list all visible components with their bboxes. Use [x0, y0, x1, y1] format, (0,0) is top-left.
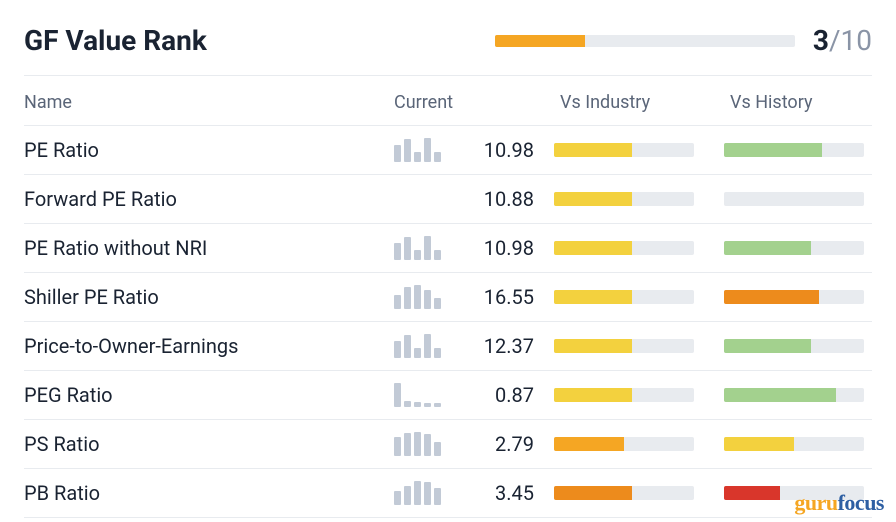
sparkline-icon: [394, 285, 444, 309]
vs-industry-cell: [554, 143, 724, 157]
current-cell: 10.98: [394, 138, 554, 162]
vs-history-bar: [724, 143, 864, 157]
vs-history-cell: [724, 339, 874, 353]
rank-score: 3/10: [813, 24, 872, 57]
current-cell: 2.79: [394, 432, 554, 456]
metric-name[interactable]: Shiller PE Ratio: [24, 285, 394, 309]
watermark-part2: focus: [838, 490, 884, 515]
metric-name[interactable]: PB Ratio: [24, 481, 394, 505]
panel-title: GF Value Rank: [24, 24, 207, 57]
panel-header: GF Value Rank 3/10: [24, 24, 872, 76]
current-cell: 3.45: [394, 481, 554, 505]
value-rank-panel: GF Value Rank 3/10 Name Current Vs Indus…: [0, 0, 896, 518]
vs-history-bar: [724, 241, 864, 255]
vs-history-bar: [724, 290, 864, 304]
metric-value: 10.98: [462, 236, 554, 260]
vs-history-cell: [724, 290, 874, 304]
metric-name[interactable]: Forward PE Ratio: [24, 187, 394, 211]
sparkline-icon: [394, 481, 444, 505]
table-row: PEG Ratio 0.87: [24, 371, 872, 420]
table-row: PE Ratio 10.98: [24, 126, 872, 175]
table-row: Price-to-Owner-Earnings 12.37: [24, 322, 872, 371]
table-header-row: Name Current Vs Industry Vs History: [24, 76, 872, 126]
metric-value: 2.79: [462, 432, 554, 456]
metric-value: 3.45: [462, 481, 554, 505]
rank-indicator: 3/10: [495, 24, 872, 57]
vs-industry-cell: [554, 437, 724, 451]
metric-name[interactable]: PE Ratio: [24, 138, 394, 162]
rank-progress-bar: [495, 35, 795, 47]
metric-name[interactable]: PE Ratio without NRI: [24, 236, 394, 260]
vs-industry-bar: [554, 290, 694, 304]
watermark-part1: guru: [794, 490, 837, 515]
sparkline-icon: [394, 236, 444, 260]
metric-value: 10.88: [462, 187, 554, 211]
table-row: PE Ratio without NRI 10.98: [24, 224, 872, 273]
vs-history-cell: [724, 388, 874, 402]
rank-denominator: /10: [829, 24, 872, 57]
vs-industry-cell: [554, 290, 724, 304]
vs-history-bar: [724, 192, 864, 206]
vs-industry-cell: [554, 241, 724, 255]
vs-history-cell: [724, 241, 874, 255]
vs-history-cell: [724, 192, 874, 206]
col-current: Current: [394, 92, 554, 113]
col-name: Name: [24, 92, 394, 113]
metric-value: 12.37: [462, 334, 554, 358]
sparkline-icon: [394, 138, 444, 162]
current-cell: 10.98: [394, 236, 554, 260]
sparkline-icon: [394, 334, 444, 358]
watermark-logo: gurufocus: [794, 490, 884, 516]
vs-industry-bar: [554, 192, 694, 206]
current-cell: 12.37: [394, 334, 554, 358]
vs-history-cell: [724, 143, 874, 157]
current-cell: 16.55: [394, 285, 554, 309]
sparkline-icon: [394, 432, 444, 456]
vs-industry-cell: [554, 339, 724, 353]
metric-value: 10.98: [462, 138, 554, 162]
vs-industry-cell: [554, 486, 724, 500]
table-row: PB Ratio 3.45: [24, 469, 872, 518]
vs-industry-bar: [554, 143, 694, 157]
vs-industry-bar: [554, 486, 694, 500]
metric-value: 0.87: [462, 383, 554, 407]
table-body: PE Ratio 10.98 Forward PE Ratio 10.88 PE Rat…: [24, 126, 872, 518]
sparkline-icon: [394, 383, 444, 407]
rank-progress-fill: [495, 35, 585, 47]
table-row: Shiller PE Ratio 16.55: [24, 273, 872, 322]
vs-industry-bar: [554, 241, 694, 255]
col-history: Vs History: [724, 92, 874, 113]
table-row: PS Ratio 2.79: [24, 420, 872, 469]
current-cell: 10.88: [394, 187, 554, 211]
vs-industry-cell: [554, 192, 724, 206]
vs-history-bar: [724, 437, 864, 451]
vs-history-bar: [724, 339, 864, 353]
current-cell: 0.87: [394, 383, 554, 407]
metric-name[interactable]: Price-to-Owner-Earnings: [24, 334, 394, 358]
col-industry: Vs Industry: [554, 92, 724, 113]
rank-value: 3: [813, 24, 829, 57]
vs-industry-bar: [554, 437, 694, 451]
vs-history-cell: [724, 437, 874, 451]
vs-industry-cell: [554, 388, 724, 402]
vs-industry-bar: [554, 339, 694, 353]
vs-industry-bar: [554, 388, 694, 402]
metric-name[interactable]: PEG Ratio: [24, 383, 394, 407]
vs-history-bar: [724, 388, 864, 402]
table-row: Forward PE Ratio 10.88: [24, 175, 872, 224]
metric-value: 16.55: [462, 285, 554, 309]
metric-name[interactable]: PS Ratio: [24, 432, 394, 456]
